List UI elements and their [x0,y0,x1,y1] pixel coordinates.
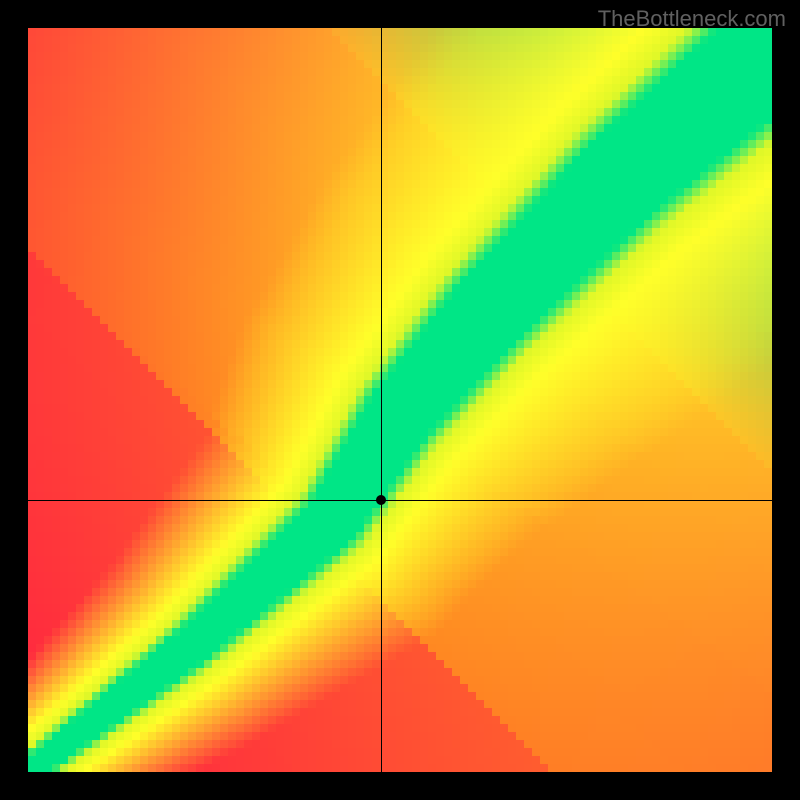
chart-container: TheBottleneck.com [0,0,800,800]
watermark-text: TheBottleneck.com [598,6,786,32]
crosshair-horizontal [28,500,772,501]
heatmap-canvas [28,28,772,772]
crosshair-marker [376,495,386,505]
crosshair-vertical [381,28,382,772]
